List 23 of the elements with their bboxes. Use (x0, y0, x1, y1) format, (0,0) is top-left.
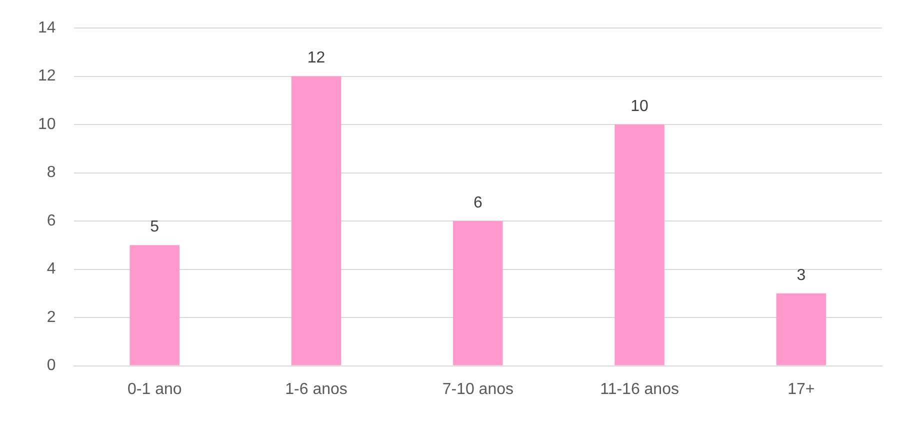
bar (130, 245, 180, 366)
y-tick-label: 2 (46, 308, 56, 326)
bar (291, 76, 342, 366)
y-tick-label: 12 (38, 68, 56, 85)
y-tick-label: 6 (46, 212, 56, 230)
x-tick-label: 11-16 anos (600, 380, 679, 398)
bar (453, 221, 503, 366)
x-tick-label: 0-1 ano (127, 380, 182, 398)
y-tick-label: 14 (38, 19, 56, 36)
data-label: 3 (796, 266, 806, 284)
y-tick-label: 10 (38, 116, 56, 133)
data-label: 12 (307, 50, 326, 67)
bar (776, 293, 826, 366)
x-tick-label: 7-10 anos (442, 380, 514, 398)
data-label: 6 (473, 194, 482, 212)
bar (614, 124, 664, 366)
data-label: 5 (150, 218, 160, 236)
y-tick-label: 0 (46, 357, 56, 374)
x-tick-label: 17+ (788, 380, 815, 398)
x-tick-label: 1-6 anos (285, 380, 348, 398)
y-tick-label: 4 (46, 260, 56, 278)
data-label: 10 (630, 98, 649, 115)
y-tick-label: 8 (46, 164, 56, 182)
